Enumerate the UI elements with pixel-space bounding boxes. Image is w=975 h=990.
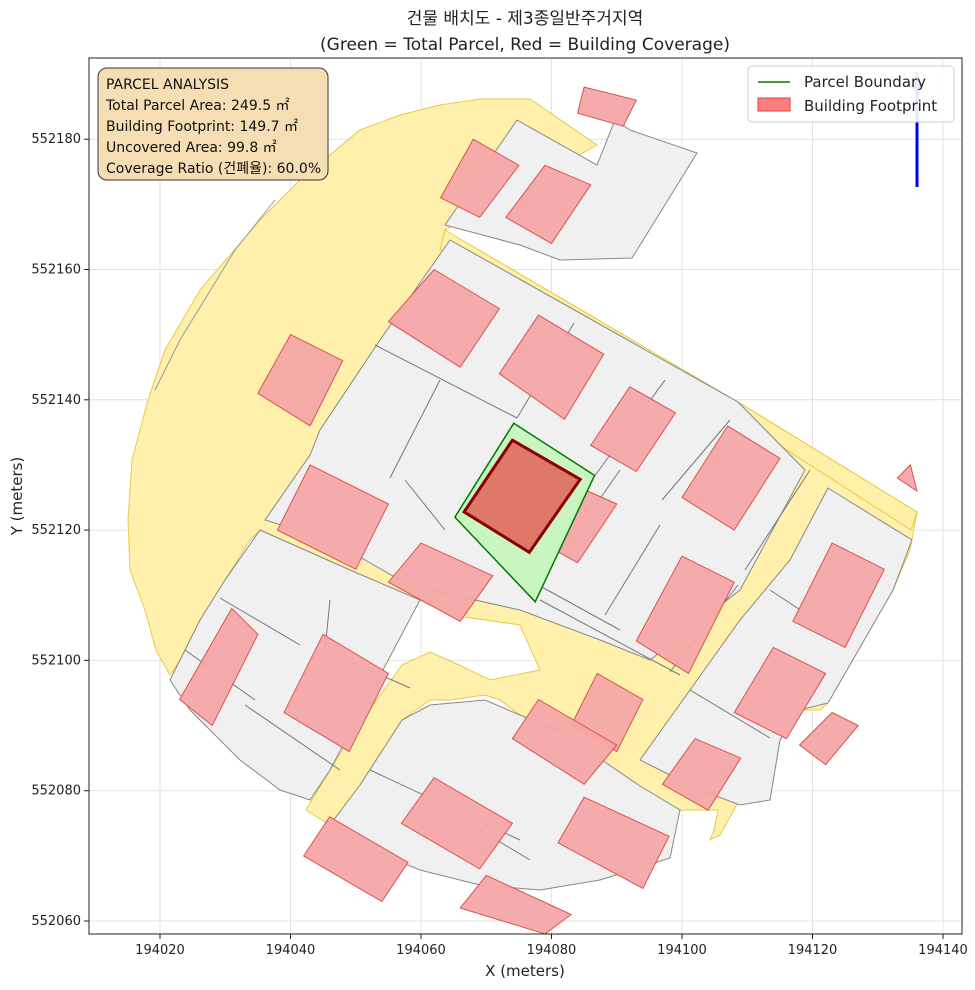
plot-area xyxy=(88,57,963,935)
y-tick-label: 552180 xyxy=(31,132,81,147)
building-footprint xyxy=(792,542,885,649)
building-footprint xyxy=(589,386,677,473)
building-footprint xyxy=(896,463,918,493)
building-footprint xyxy=(498,314,605,421)
info-line-uncovered: Uncovered Area: 99.8 ㎡ xyxy=(106,140,277,156)
building-footprint xyxy=(387,542,494,622)
info-box: PARCEL ANALYSIS Total Parcel Area: 249.5… xyxy=(97,67,329,181)
building-footprint xyxy=(257,333,344,427)
x-axis-title: X (meters) xyxy=(485,962,565,980)
building-footprint xyxy=(661,737,742,811)
x-tick-label: 194140 xyxy=(918,943,968,958)
y-axis-ticks: 552060 552080 552100 552120 552140 552160 5521… xyxy=(31,132,89,929)
legend: Parcel Boundary Building Footprint xyxy=(747,65,955,123)
building-footprint xyxy=(387,268,501,368)
legend-label-parcel: Parcel Boundary xyxy=(804,73,926,91)
building-footprint xyxy=(302,816,409,903)
y-tick-label: 552100 xyxy=(31,653,81,668)
y-tick-label: 552140 xyxy=(31,393,81,408)
legend-patch-building xyxy=(757,97,791,112)
context-buildings xyxy=(178,86,918,935)
x-tick-label: 194040 xyxy=(266,943,316,958)
building-footprint xyxy=(276,464,390,570)
x-tick-label: 194100 xyxy=(657,943,707,958)
building-footprint xyxy=(283,633,390,753)
parcel-block-southwest xyxy=(169,529,421,801)
info-line-coverage: Coverage Ratio (건폐율): 60.0% xyxy=(106,161,321,177)
legend-background xyxy=(747,65,955,123)
building-footprint xyxy=(439,138,520,219)
building-footprint xyxy=(635,555,735,675)
info-line-title: PARCEL ANALYSIS xyxy=(106,77,229,93)
chart-title: 건물 배치도 - 제3종일반주거지역 xyxy=(407,9,643,29)
y-tick-label: 552060 xyxy=(31,914,81,929)
parcel-block-west-edge xyxy=(154,199,276,391)
building-footprint xyxy=(576,86,638,127)
x-tick-label: 194120 xyxy=(788,943,838,958)
x-tick-label: 194080 xyxy=(527,943,577,958)
plot-frame xyxy=(88,57,963,935)
y-axis-title: Y (meters) xyxy=(8,457,26,537)
x-axis-ticks: 194020 194040 194060 194080 194100 194120 1941… xyxy=(135,934,968,958)
y-tick-label: 552080 xyxy=(31,784,81,799)
building-footprint xyxy=(505,164,592,245)
map-layer xyxy=(127,72,923,935)
building-footprint xyxy=(400,777,514,870)
building-footprint xyxy=(557,796,670,890)
chart-subtitle: (Green = Total Parcel, Red = Building Co… xyxy=(320,35,730,55)
building-footprint xyxy=(511,698,618,785)
building-footprint xyxy=(178,607,259,727)
x-tick-label: 194020 xyxy=(135,943,185,958)
building-footprint xyxy=(733,646,827,740)
legend-label-building: Building Footprint xyxy=(804,97,937,115)
y-tick-label: 552120 xyxy=(31,523,81,538)
building-footprint xyxy=(798,711,859,766)
target-building xyxy=(461,438,583,555)
info-box-background xyxy=(97,67,329,181)
info-line-total-area: Total Parcel Area: 249.5 ㎡ xyxy=(105,98,290,114)
building-footprint xyxy=(681,425,781,531)
y-tick-label: 552160 xyxy=(31,263,81,278)
x-tick-label: 194060 xyxy=(396,943,446,958)
info-line-footprint: Building Footprint: 149.7 ㎡ xyxy=(106,119,298,135)
